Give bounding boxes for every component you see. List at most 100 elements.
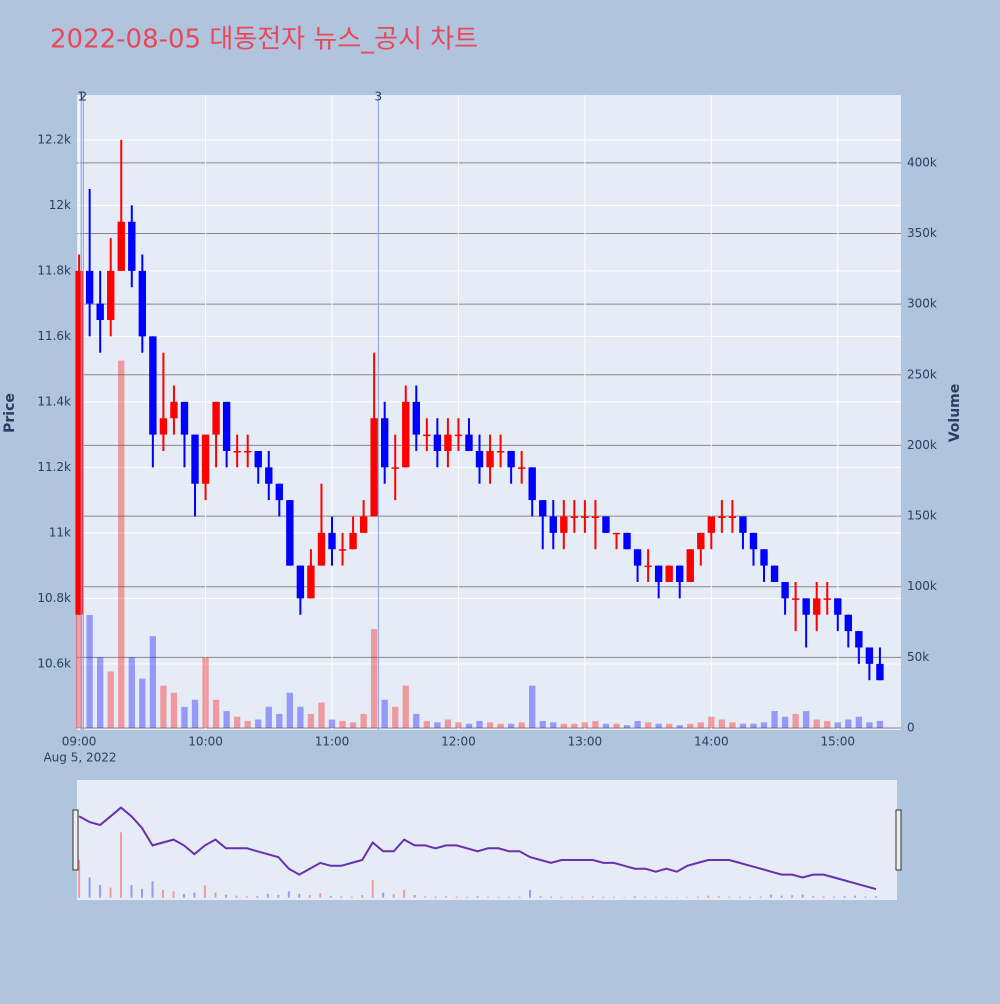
volume-bar — [86, 614, 93, 729]
slider-volume-bar — [424, 896, 427, 898]
y-tick-label: 10.8k — [37, 591, 71, 605]
y-tick-label: 11k — [49, 525, 71, 539]
candle-body — [781, 581, 789, 599]
slider-volume-bar — [434, 896, 437, 898]
slider-volume-bar — [277, 895, 280, 898]
volume-bar — [75, 516, 83, 729]
slider-volume-bar — [350, 896, 353, 898]
candle-body — [633, 549, 642, 566]
annotation-label: 3 — [375, 90, 383, 104]
slider-volume-bar — [738, 896, 741, 898]
candle-body — [433, 434, 442, 451]
x-tick-label: 15:00 — [820, 735, 855, 749]
candle-body — [749, 532, 758, 550]
candle-body — [307, 565, 315, 599]
volume-bar — [507, 723, 515, 729]
candle-body — [496, 450, 505, 453]
volume-bar — [202, 657, 209, 729]
y2-tick-label: 300k — [907, 297, 937, 311]
volume-bar — [307, 713, 315, 729]
slider-volume-bar — [203, 885, 206, 898]
slider-volume-bar — [549, 896, 552, 898]
range-handle-right[interactable] — [895, 809, 902, 871]
volume-bar — [866, 722, 873, 729]
candle-body — [507, 450, 515, 468]
candle-body — [254, 450, 262, 468]
y2-tick-label: 400k — [907, 155, 937, 169]
slider-volume-bar — [717, 896, 720, 898]
candle-body — [760, 549, 768, 566]
slider-volume-bar — [256, 896, 259, 898]
volume-bar — [297, 706, 304, 729]
candle-body — [338, 549, 347, 551]
slider-volume-bar — [445, 896, 448, 898]
candle-body — [402, 401, 410, 468]
volume-bar — [328, 719, 336, 729]
volume-bar — [750, 723, 757, 729]
slider-volume-bar — [801, 894, 804, 898]
slider-volume-bar — [602, 896, 605, 898]
volume-bar — [107, 671, 114, 729]
volume-bar — [708, 716, 715, 729]
candle-body — [528, 467, 536, 501]
slider-volume-bar — [298, 893, 301, 898]
slider-volume-bar — [455, 896, 458, 898]
volume-bar — [623, 725, 631, 729]
candle-body — [865, 647, 874, 664]
volume-bar — [687, 723, 694, 729]
candle-body — [549, 516, 557, 533]
slider-volume-bar — [340, 896, 343, 898]
volume-bar — [349, 722, 357, 729]
candle-body — [654, 565, 663, 582]
candle-body — [855, 631, 863, 648]
slider-volume-bar — [392, 893, 395, 898]
candle-body — [475, 450, 484, 468]
slider-volume-bar — [644, 896, 647, 898]
slider-volume-bar — [319, 893, 322, 898]
slider-volume-bar — [99, 885, 102, 898]
volume-bar — [729, 722, 736, 729]
slider-volume-bar — [266, 893, 269, 898]
candle-body — [391, 467, 399, 469]
candle-body — [170, 401, 178, 419]
slider-volume-bar — [193, 892, 196, 898]
slider-volume-bar — [78, 859, 81, 898]
volume-bar — [845, 719, 852, 729]
candle-body — [75, 270, 83, 615]
candle-body — [591, 516, 600, 518]
candle-body — [718, 516, 726, 518]
candle-body — [454, 434, 463, 437]
volume-bar — [529, 685, 536, 729]
slider-volume-bar — [130, 885, 133, 898]
slider-volume-bar — [770, 894, 773, 898]
slider-volume-bar — [654, 896, 657, 898]
volume-bar — [170, 692, 178, 729]
slider-volume-bar — [224, 894, 227, 898]
volume-bar — [634, 720, 641, 729]
candle-body — [275, 483, 283, 501]
range-handle-left[interactable] — [72, 809, 79, 871]
candle-body — [707, 516, 716, 533]
candle-body — [85, 270, 94, 304]
range-slider[interactable] — [77, 780, 897, 900]
volume-bar — [276, 713, 283, 729]
candle-body — [265, 467, 273, 484]
slider-volume-bar — [371, 880, 374, 898]
slider-volume-bar — [812, 896, 815, 898]
volume-bar — [160, 685, 167, 729]
slider-volume-bar — [864, 896, 867, 898]
annotation-label: 2 — [80, 90, 88, 104]
candle-body — [96, 303, 104, 320]
volume-bar — [666, 723, 673, 729]
volume-bar — [392, 706, 399, 729]
candle-body — [244, 450, 252, 453]
volume-bar — [360, 713, 367, 729]
volume-bar — [118, 360, 125, 729]
candle-body — [665, 565, 673, 582]
volume-bar — [465, 723, 473, 729]
slider-volume-bar — [518, 896, 521, 898]
volume-bar — [423, 720, 430, 729]
annotation-label: 1 — [77, 90, 85, 104]
plot-area — [77, 95, 901, 730]
